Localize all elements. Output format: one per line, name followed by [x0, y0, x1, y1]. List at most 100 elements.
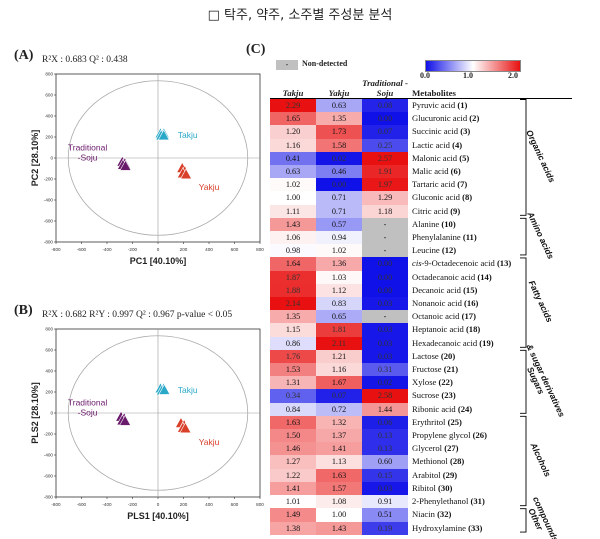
metabolite-number: (21): [443, 364, 459, 375]
y-tick-label: -400: [44, 198, 54, 203]
x-tick-label: -200: [128, 247, 138, 252]
series-label: -Soju: [78, 407, 98, 417]
heatmap-row: 1.64 1.36 0.00 cis-9-Octadecenoic acid (13): [270, 257, 572, 271]
panel-a-label: (A): [14, 48, 34, 63]
y-tick-label: 600: [45, 348, 53, 353]
y-tick-label: 800: [45, 327, 53, 332]
col-header-metabolites: Metabolites: [408, 76, 572, 99]
heatmap-cell: 1.16: [316, 363, 362, 377]
metabolite-name: Gluconic acid (8): [408, 191, 572, 205]
x-tick-label: 400: [205, 247, 213, 252]
heatmap-cell: 1.87: [270, 270, 316, 284]
metabolite-number: (20): [440, 350, 456, 361]
metabolite-label: Arabitol: [412, 469, 443, 480]
panel-b-metrics: R²X : 0.682 R²Y : 0.997 Q² : 0.967 p-val…: [42, 310, 233, 320]
heatmap-cell: 1.49: [270, 508, 316, 522]
x-tick-label: 0: [157, 247, 160, 252]
metabolite-name: Malonic acid (5): [408, 151, 572, 166]
heatmap-cell: 0.63: [316, 98, 362, 113]
heatmap-row: 1.46 1.41 0.13 Glycerol (27): [270, 442, 572, 456]
heatmap-cell: 0.72: [316, 402, 362, 416]
metabolite-label: Glucuronic acid: [412, 113, 470, 124]
metabolite-number: (10): [441, 218, 456, 229]
data-point-triangle: [158, 383, 171, 395]
metabolite-number: (2): [469, 113, 480, 124]
x-tick-label: -400: [102, 247, 112, 252]
metabolite-name: Ribitol (30): [408, 481, 572, 496]
group-bracket: [520, 257, 527, 348]
metabolite-label: Glycerol: [412, 443, 445, 454]
series-label: Yakju: [199, 182, 220, 192]
heatmap-row: 1.22 1.63 0.15 Arabitol (29): [270, 468, 572, 482]
metabolite-name: Fructose (21): [408, 363, 572, 377]
heatmap-cell: 1.91: [362, 165, 408, 179]
metabolite-name: Lactose (20): [408, 349, 572, 364]
heatmap-row: 1.49 1.00 0.51 Niacin (32): [270, 508, 572, 522]
metabolite-name: Sucrose (23): [408, 389, 572, 403]
heatmap-cell: 1.21: [316, 349, 362, 364]
heatmap-cell: 0.65: [316, 310, 362, 324]
group-bracket: [520, 99, 527, 216]
series-label: Yakju: [199, 437, 220, 447]
metabolite-name: Citric acid (9): [408, 204, 572, 218]
y-tick-label: 800: [45, 72, 53, 77]
data-point-triangle: [179, 422, 192, 434]
metabolite-label: Gluconic acid: [412, 192, 463, 203]
heatmap-cell: 0.71: [316, 204, 362, 218]
heatmap-cell: 0.60: [362, 455, 408, 469]
heatmap-cell: 0.03: [362, 349, 408, 364]
x-tick-label: -400: [102, 502, 112, 507]
metabolite-label: Tartaric acid: [412, 179, 458, 190]
col-header-soju: Traditional -Soju: [362, 76, 408, 99]
series-label: Takju: [178, 385, 198, 395]
y-axis-label: PLS2 [28.10%]: [30, 382, 40, 444]
page-title: □ 탁주, 약주, 소주별 주성분 분석: [207, 8, 393, 23]
heatmap-cell: 0.00: [316, 178, 362, 192]
heatmap-cell: 0.03: [362, 481, 408, 496]
metabolite-number: (32): [437, 509, 452, 520]
heatmap-cell: 0.86: [270, 336, 316, 350]
heatmap-cell: 1.88: [270, 283, 316, 298]
heatmap-cell: 0.02: [362, 376, 408, 390]
metabolite-label: Alanine: [412, 218, 442, 229]
heatmap-cell: 0.15: [362, 468, 408, 482]
metabolite-number: (1): [457, 100, 468, 110]
heatmap-row: 1.11 0.71 1.18 Citric acid (9): [270, 204, 572, 218]
heatmap-row: 0.86 2.11 0.03 Hexadecanoic acid (19): [270, 336, 572, 350]
metabolite-number: (8): [462, 192, 473, 203]
heatmap-cell: 1.97: [362, 178, 408, 192]
hotelling-ellipse: [67, 335, 249, 491]
heatmap-cell: 0.34: [270, 389, 316, 403]
panel-c-label: (C): [246, 42, 266, 57]
metabolite-name: Lactic acid (4): [408, 138, 572, 152]
x-tick-label: -800: [51, 502, 61, 507]
x-axis-label: PLS1 [40.10%]: [127, 511, 189, 521]
heatmap-cell: 1.41: [316, 442, 362, 456]
heatmap-cell: 1.43: [316, 521, 362, 535]
heatmap-cell: 1.31: [270, 376, 316, 390]
heatmap-cell: 1.46: [270, 442, 316, 456]
heatmap-row: 1.31 1.67 0.02 Xylose (22): [270, 376, 572, 390]
heatmap-row: 2.14 0.83 0.03 Nonanoic acid (16): [270, 297, 572, 311]
heatmap-cell: 0.03: [362, 323, 408, 337]
y-tick-label: -600: [44, 219, 54, 224]
heatmap-cell: 0.02: [316, 151, 362, 166]
series-label: Takju: [178, 130, 198, 140]
metabolite-label: Fructose: [412, 364, 444, 375]
metabolite-name: Propylene glycol (26): [408, 429, 572, 443]
heatmap-cell: 0.00: [362, 257, 408, 271]
heatmap-cell: 1.41: [270, 481, 316, 496]
y-tick-label: 0: [50, 411, 53, 416]
heatmap-cell: 1.57: [316, 481, 362, 496]
heatmap-cell: 1.53: [270, 363, 316, 377]
heatmap-cell: 0.03: [362, 336, 408, 350]
metabolite-label: Malonic acid: [412, 152, 460, 163]
heatmap-cell: 1.58: [316, 138, 362, 152]
heatmap-row: 0.34 0.07 2.58 Sucrose (23): [270, 389, 572, 403]
metabolite-number: (15): [463, 284, 478, 295]
metabolite-label: Decanoic acid: [412, 284, 464, 295]
metabolite-number: (27): [444, 443, 459, 454]
metabolite-label: -9-Octadecenoic acid: [421, 258, 497, 269]
metabolite-name: Niacin (32): [408, 508, 572, 522]
metabolite-number: (25): [447, 416, 462, 427]
